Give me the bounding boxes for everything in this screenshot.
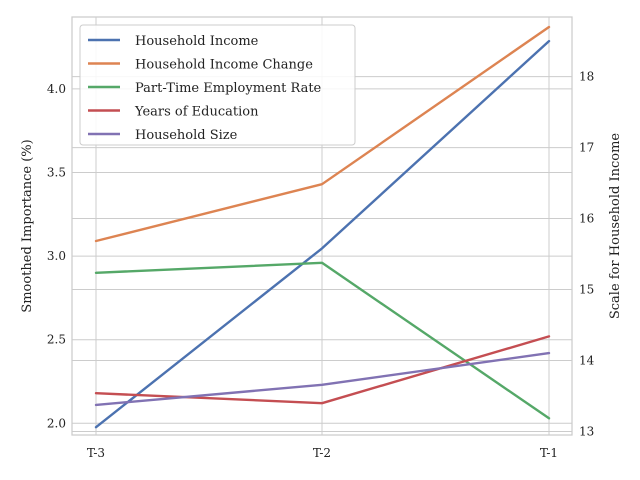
- y2-tick-label: 15: [579, 283, 594, 297]
- x-tick-label: T-2: [313, 446, 331, 460]
- legend-frame: [79, 24, 356, 146]
- legend-label: Years of Education: [134, 105, 259, 120]
- series-layer: [94, 25, 551, 429]
- y-tick-label: 3.5: [47, 165, 66, 179]
- y-tick-label: 4.0: [47, 82, 66, 96]
- series-line-4: [94, 351, 551, 407]
- x-tick-label: T-3: [87, 446, 105, 460]
- y-tick-label: 2.5: [47, 333, 66, 347]
- y2-tick-label: 16: [579, 212, 594, 226]
- ticks: T-3 T-2 T-1 2.0 2.5 3.0 3.5 4.0 13 14 15 16 17 18: [47, 70, 595, 460]
- y-tick-label: 3.0: [47, 249, 66, 263]
- x-tick-label: T-1: [540, 446, 558, 460]
- series-line-0: [94, 39, 551, 429]
- y2-tick-label: 17: [579, 141, 594, 155]
- series-line-3: [94, 335, 551, 405]
- plot-frame: [71, 16, 573, 436]
- legend-label: Household Income Change: [135, 58, 313, 73]
- legend-label: Part-Time Employment Rate: [135, 81, 322, 96]
- y2-axis-label: Scale for Household Income: [608, 133, 623, 320]
- series-line-2: [94, 261, 551, 420]
- y-tick-label: 2.0: [47, 416, 66, 430]
- y2-tick-label: 18: [579, 70, 594, 84]
- legend: Household Income Household Income Change P…: [79, 24, 356, 146]
- legend-label: Household Size: [135, 128, 238, 143]
- legend-label: Household Income: [135, 34, 259, 49]
- y-axis-label: Smoothed Importance (%): [20, 139, 35, 312]
- series-line-1: [94, 25, 551, 243]
- y2-tick-label: 13: [579, 424, 594, 438]
- y2-tick-label: 14: [579, 353, 595, 367]
